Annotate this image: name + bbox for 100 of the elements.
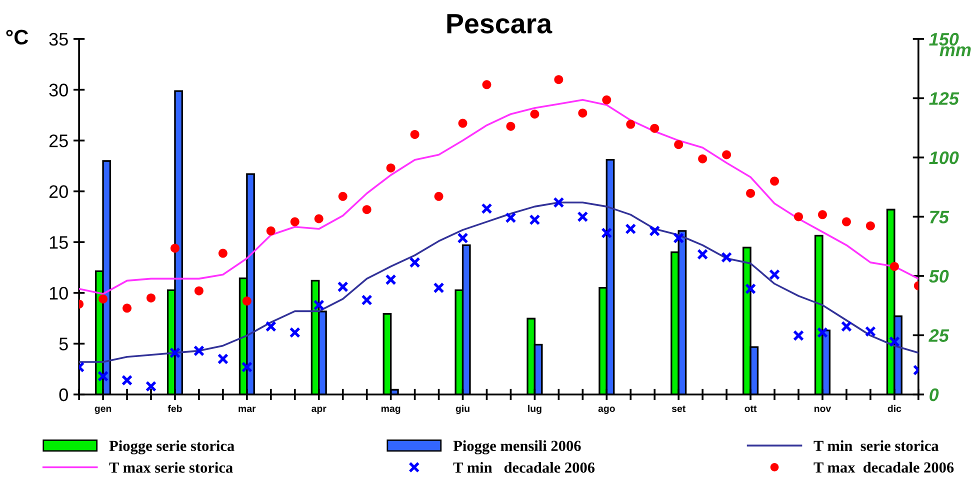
point: [650, 124, 660, 133]
point: [625, 223, 636, 234]
point: [241, 361, 252, 373]
point: [842, 217, 851, 226]
point: [242, 296, 252, 306]
y2-tick-label: 150: [929, 32, 959, 46]
x-tick-label: feb: [168, 404, 182, 412]
point: [266, 226, 276, 236]
legend-label: T max serie storica: [109, 462, 233, 473]
point: [816, 326, 828, 338]
point: [146, 293, 156, 302]
point: [337, 281, 348, 292]
y2-axis-title: mm: [940, 46, 971, 56]
point: [602, 95, 612, 104]
point: [218, 248, 228, 258]
point: [746, 188, 756, 198]
point: [554, 75, 564, 84]
point: [433, 282, 444, 294]
x-tick-label: ago: [598, 406, 615, 414]
x-tick-label: apr: [312, 406, 326, 414]
y-tick-label: 35: [49, 32, 68, 46]
point: [121, 374, 133, 386]
point: [313, 300, 324, 311]
point: [97, 370, 109, 382]
point: [169, 347, 181, 358]
point: [674, 140, 684, 150]
point: [314, 214, 324, 224]
point: [722, 150, 732, 160]
legend-label: T min decadale 2006: [453, 462, 595, 473]
x-tick-label: giu: [456, 404, 470, 414]
point: [338, 192, 348, 201]
point: [794, 212, 804, 222]
point: [385, 274, 396, 286]
y2-tick-label: 100: [929, 151, 959, 164]
point: [386, 163, 396, 172]
point: [673, 232, 684, 244]
point: [290, 217, 300, 226]
y2-tick-label: 0: [930, 388, 939, 402]
point: [482, 80, 492, 90]
point: [840, 320, 852, 332]
point: [770, 176, 780, 186]
y2-tick-label: 50: [929, 270, 949, 283]
point: [434, 192, 444, 201]
x-tick-label: nov: [814, 406, 832, 412]
point: [122, 304, 132, 313]
point: [289, 326, 300, 338]
point: [818, 210, 827, 220]
x-tick-label: set: [672, 406, 686, 412]
y-tick-label: 15: [50, 236, 68, 249]
y-tick-label: 0: [59, 388, 68, 402]
x-tick-label: ott: [744, 406, 757, 412]
point: [649, 225, 660, 236]
point: [457, 232, 468, 244]
point: [601, 227, 612, 239]
point: [362, 205, 372, 214]
point: [553, 196, 564, 208]
point: [170, 244, 180, 253]
point: [721, 252, 732, 263]
y2-tick-label: 75: [930, 210, 950, 224]
point: [194, 286, 204, 296]
legend-label: Piogge mensili 2006: [453, 440, 581, 454]
x-tick-label: dic: [888, 404, 902, 412]
point: [361, 294, 372, 306]
point: [265, 320, 276, 332]
x-tick-label: lug: [528, 404, 542, 414]
point: [481, 203, 492, 214]
point: [409, 256, 420, 268]
point: [792, 330, 804, 342]
legend-label: T max decadale 2006: [814, 462, 954, 473]
point: [98, 294, 108, 304]
y-tick-label: 5: [59, 338, 68, 350]
y2-tick-label: 25: [928, 329, 950, 342]
legend-label: Piogge serie storica: [109, 440, 234, 454]
point: [578, 108, 588, 118]
y-axis-title: °C: [6, 30, 28, 45]
y-tick-label: 20: [49, 185, 68, 198]
chart-title: Pescara: [447, 14, 552, 34]
point: [505, 212, 516, 224]
point: [698, 154, 708, 164]
point: [864, 326, 876, 338]
point: [890, 262, 899, 271]
y-tick-label: 25: [49, 134, 68, 148]
x-tick-label: mar: [238, 406, 256, 412]
point: [458, 118, 468, 128]
point: [888, 336, 900, 348]
point: [217, 353, 229, 364]
point: [577, 211, 588, 222]
legend-label: T min serie storica: [814, 440, 939, 452]
point: [529, 214, 540, 226]
point: [193, 345, 205, 356]
point: [697, 248, 708, 260]
point: [506, 122, 516, 131]
point: [768, 269, 780, 280]
point: [626, 120, 636, 129]
y-tick-label: 10: [50, 286, 68, 300]
y-tick-label: 30: [49, 84, 68, 96]
point: [410, 130, 420, 139]
point: [866, 221, 875, 230]
point: [145, 380, 157, 392]
point: [530, 110, 540, 119]
